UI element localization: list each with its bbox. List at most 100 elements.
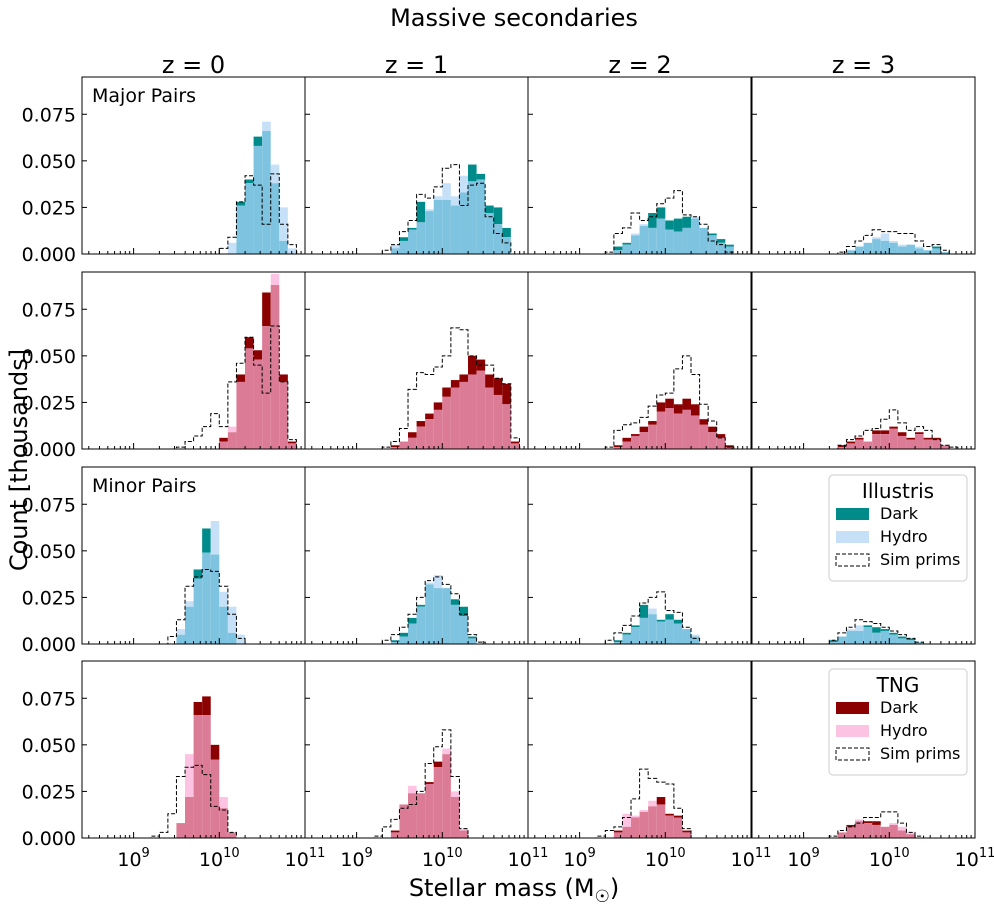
overlap-bar xyxy=(236,205,246,254)
overlap-bar xyxy=(829,642,838,644)
overlap-bar xyxy=(442,754,451,838)
overlap-bar xyxy=(872,434,881,449)
dark-bar xyxy=(485,205,494,214)
panel-r0-c0: 0.000 0.025 0.050 0.075 Major Pairs xyxy=(22,76,306,266)
x-tick-base: 10 xyxy=(955,849,979,871)
dark-bar xyxy=(682,830,692,833)
overlap-bar xyxy=(390,447,400,449)
panel-r1-c1 xyxy=(304,271,529,450)
dark-bar xyxy=(708,233,717,236)
dark-bar xyxy=(416,604,426,607)
hydro-bar xyxy=(648,800,657,807)
overlap-bar xyxy=(433,588,443,644)
dark-bar xyxy=(459,374,469,382)
dark-bar xyxy=(682,216,692,228)
legend-entry: Dark xyxy=(880,698,919,717)
panel-r0-c1 xyxy=(304,76,529,255)
overlap-bar xyxy=(502,404,511,449)
overlap-bar xyxy=(906,439,916,449)
overlap-bar xyxy=(176,823,186,838)
dark-bar xyxy=(468,636,477,639)
overlap-bar xyxy=(390,642,400,644)
hydro-bar xyxy=(210,521,220,555)
hydro-bar xyxy=(227,426,237,433)
overlap-bar xyxy=(613,447,623,449)
overlap-bar xyxy=(399,636,409,644)
overlap-bar xyxy=(416,222,426,254)
x-tick-base: 10 xyxy=(731,849,755,871)
x-tick-exponent: 9 xyxy=(142,846,150,861)
hydro-bar xyxy=(459,828,469,831)
overlap-bar xyxy=(262,131,271,254)
dark-bar xyxy=(390,445,400,448)
overlap-bar xyxy=(915,434,924,449)
overlap-bar xyxy=(691,218,700,254)
dark-bar xyxy=(425,413,434,420)
y-tick-label: 0.025 xyxy=(22,587,76,609)
dark-bar xyxy=(656,207,666,219)
dark-bar xyxy=(846,441,856,444)
dark-bar xyxy=(459,606,469,617)
overlap-bar xyxy=(442,199,451,254)
overlap-bar xyxy=(253,359,263,449)
hydro-bar xyxy=(262,121,271,132)
overlap-bar xyxy=(855,246,864,254)
overlap-bar xyxy=(716,242,726,254)
y-tick-label: 0.075 xyxy=(22,494,76,516)
x-tick-exponent: 10 xyxy=(446,846,463,861)
legend-title: Illustris xyxy=(862,479,934,503)
hydro-bar xyxy=(433,196,443,200)
dark-bar xyxy=(493,378,503,395)
overlap-bar xyxy=(846,250,856,254)
overlap-bar xyxy=(708,432,717,449)
overlap-bar xyxy=(837,832,847,838)
hydro-bar xyxy=(185,601,194,607)
overlap-bar xyxy=(253,145,263,254)
dark-bar xyxy=(193,569,203,579)
legend-entry: Hydro xyxy=(880,721,928,740)
x-tick-label: 109 xyxy=(563,846,595,871)
overlap-bar xyxy=(846,826,856,838)
panel-frame xyxy=(527,660,752,839)
overlap-bar xyxy=(656,621,666,644)
overlap-bar xyxy=(940,445,950,449)
overlap-bar xyxy=(682,629,692,644)
dark-bar xyxy=(450,380,460,388)
overlap-bar xyxy=(923,250,933,254)
overlap-bar xyxy=(889,824,898,838)
overlap-bar xyxy=(682,832,692,838)
overlap-bar xyxy=(855,821,864,838)
dark-bar xyxy=(673,404,683,414)
dark-bar xyxy=(502,227,511,238)
overlap-bar xyxy=(476,370,486,449)
overlap-bar xyxy=(897,435,907,449)
dark-bar xyxy=(673,218,683,232)
hydro-bar xyxy=(855,625,864,631)
x-tick-label: 1010 xyxy=(645,846,686,871)
dark-bar xyxy=(863,625,873,628)
dark-bar xyxy=(622,632,632,635)
dark-bar xyxy=(716,239,726,243)
overlap-bar xyxy=(468,638,477,644)
overlap-bar xyxy=(725,246,734,254)
hydro-bar xyxy=(236,634,246,644)
x-axis-label-close: ) xyxy=(610,874,619,902)
overlap-bar xyxy=(725,447,734,449)
dark-bar xyxy=(210,744,220,760)
dark-bar xyxy=(923,437,933,440)
x-tick-exponent: 11 xyxy=(755,846,772,861)
hydro-bar xyxy=(691,634,700,637)
dark-bar xyxy=(408,227,417,230)
y-tick-label: 0.075 xyxy=(22,104,76,126)
dark-bar xyxy=(468,164,477,182)
hydro-bar xyxy=(270,164,280,184)
overlap-bar xyxy=(932,248,941,254)
dark-bar xyxy=(906,437,916,440)
overlap-bar xyxy=(682,409,692,449)
hydro-bar xyxy=(648,608,657,615)
x-tick-exponent: 9 xyxy=(812,846,820,861)
dark-bar xyxy=(287,441,297,444)
x-tick-base: 10 xyxy=(422,849,446,871)
